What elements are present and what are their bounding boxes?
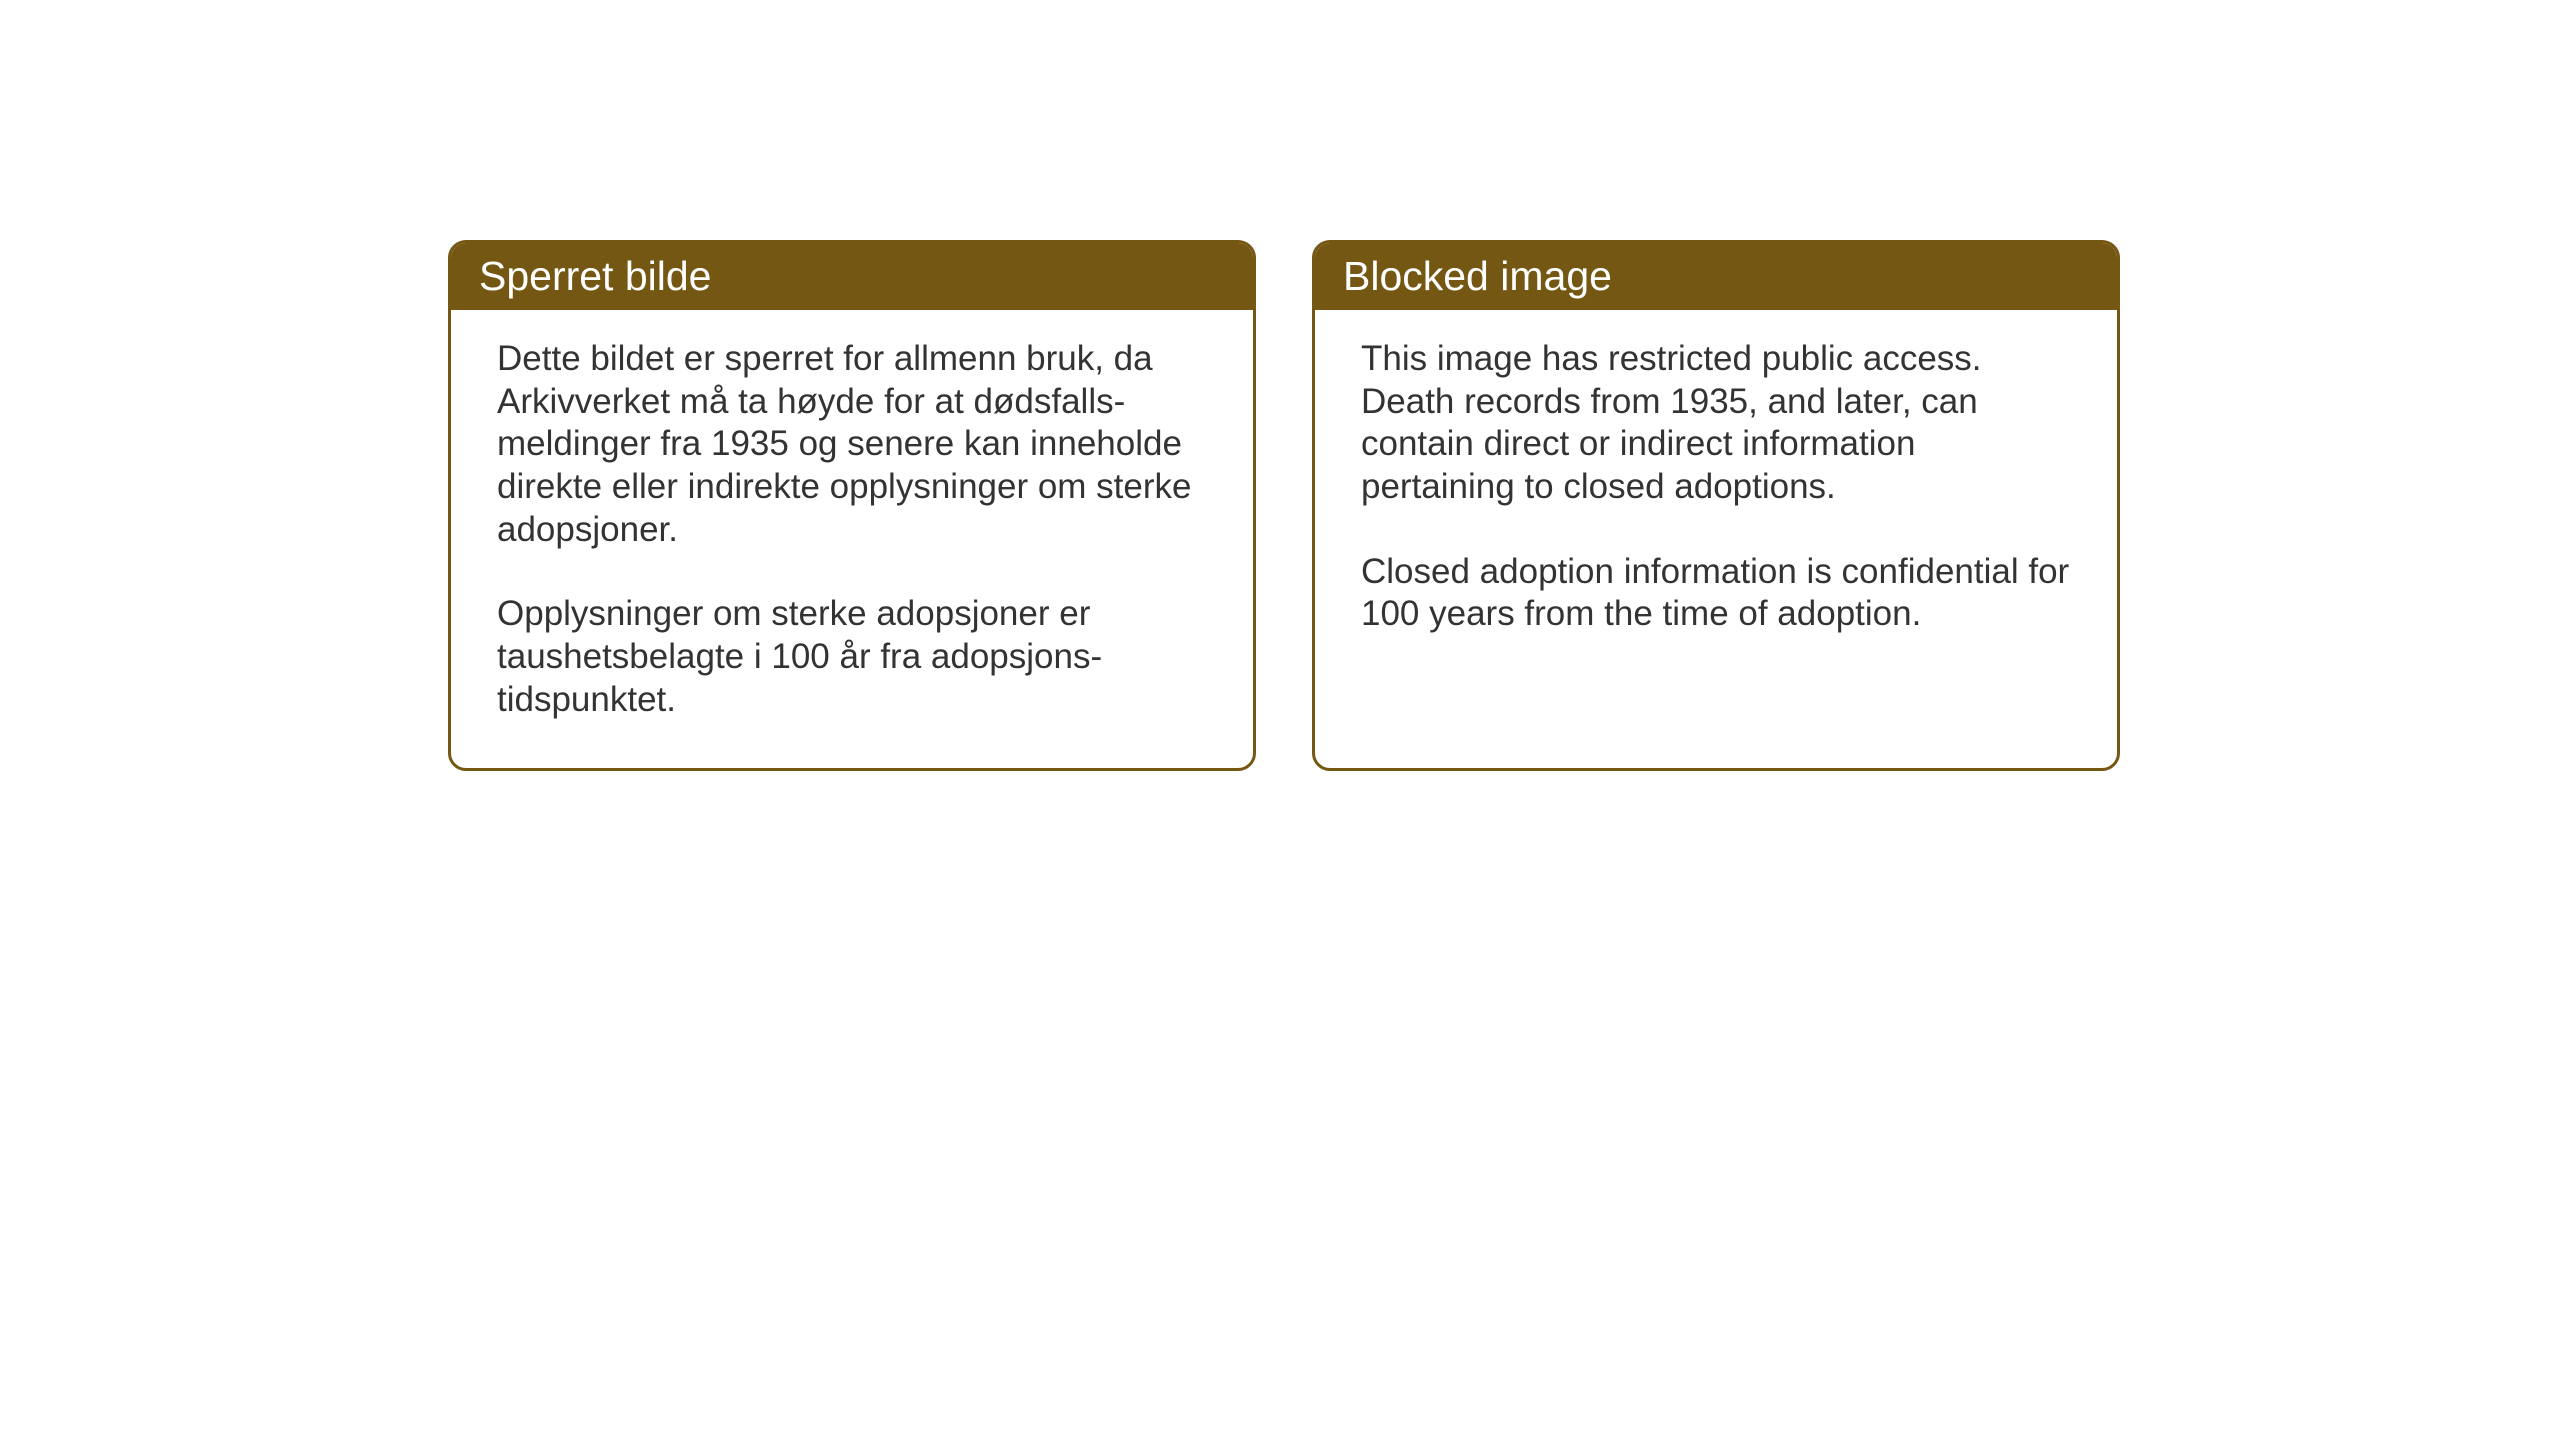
card-english: Blocked image This image has restricted … [1312,240,2120,771]
card-header-norwegian: Sperret bilde [451,243,1253,310]
card-norwegian: Sperret bilde Dette bildet er sperret fo… [448,240,1256,771]
card-header-english: Blocked image [1315,243,2117,310]
card-paragraph: Dette bildet er sperret for allmenn bruk… [497,338,1207,551]
cards-container: Sperret bilde Dette bildet er sperret fo… [448,240,2120,771]
card-body-norwegian: Dette bildet er sperret for allmenn bruk… [451,310,1253,768]
card-title-english: Blocked image [1343,253,1612,299]
card-paragraph: This image has restricted public access.… [1361,338,2071,509]
card-paragraph: Closed adoption information is confident… [1361,551,2071,636]
card-body-english: This image has restricted public access.… [1315,310,2117,682]
card-paragraph: Opplysninger om sterke adopsjoner er tau… [497,593,1207,721]
card-title-norwegian: Sperret bilde [479,253,711,299]
